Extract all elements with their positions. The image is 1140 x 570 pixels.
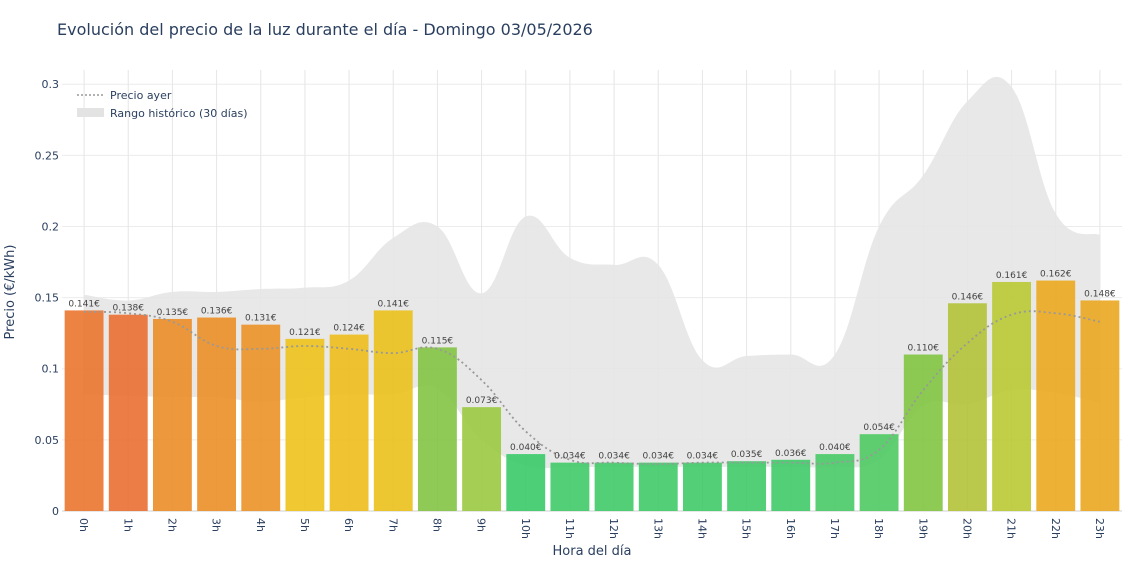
x-tick-label: 16h [784, 518, 797, 539]
y-axis-title: Precio (€/kWh) [3, 245, 18, 340]
price-bar-11h[interactable] [550, 462, 590, 511]
price-bar-18h[interactable] [859, 434, 899, 511]
price-bar-9h[interactable] [462, 407, 502, 511]
x-tick-label: 11h [563, 518, 576, 539]
x-tick-label: 13h [651, 518, 664, 539]
historic-range-area [84, 76, 1100, 469]
bar-value-label: 0.138€ [113, 304, 145, 314]
y-tick-label: 0.2 [42, 220, 60, 233]
axes: 0 0.05 0.1 0.15 0.2 0.25 0.3 0h 1h 2h 3h 4h 5h 6h 7h 8h… [35, 78, 1106, 539]
x-tick-label: 7h [386, 518, 399, 532]
bar-value-label: 0.136€ [201, 307, 233, 317]
bar-value-label: 0.040€ [819, 443, 851, 453]
price-bar-3h[interactable] [197, 317, 237, 511]
bar-value-label: 0.034€ [643, 452, 675, 462]
x-tick-label: 0h [77, 518, 90, 532]
bar-value-label: 0.141€ [378, 299, 410, 309]
price-bar-8h[interactable] [417, 347, 457, 511]
bar-value-label: 0.035€ [731, 450, 763, 460]
price-bar-6h[interactable] [329, 334, 369, 511]
x-tick-label: 2h [165, 518, 178, 532]
y-tick-label: 0.3 [42, 78, 60, 91]
price-bar-1h[interactable] [108, 314, 148, 511]
price-bar-20h[interactable] [947, 303, 987, 511]
bar-value-label: 0.040€ [510, 443, 542, 453]
bar-value-label: 0.141€ [68, 299, 100, 309]
x-tick-label: 22h [1049, 518, 1062, 539]
x-tick-label: 6h [342, 518, 355, 532]
price-bar-7h[interactable] [373, 310, 413, 511]
bar-value-label: 0.054€ [863, 423, 895, 433]
price-bar-17h[interactable] [815, 454, 855, 511]
bar-value-label: 0.034€ [554, 452, 586, 462]
price-bar-23h[interactable] [1080, 300, 1120, 511]
bar-value-label: 0.162€ [1040, 270, 1072, 280]
x-tick-label: 21h [1005, 518, 1018, 539]
bar-value-label: 0.110€ [908, 344, 940, 354]
bar-value-label: 0.034€ [598, 452, 630, 462]
price-bar-2h[interactable] [152, 318, 192, 511]
x-tick-label: 4h [254, 518, 267, 532]
price-bar-13h[interactable] [638, 462, 678, 511]
x-tick-label: 17h [828, 518, 841, 539]
bar-value-labels: 0.141€ 0.138€ 0.135€ 0.136€ 0.131€ 0.121€ 0.12… [68, 270, 1116, 462]
x-tick-label: 9h [475, 518, 488, 532]
x-tick-label: 23h [1093, 518, 1106, 539]
x-tick-label: 10h [519, 518, 532, 539]
chart-title: Evolución del precio de la luz durante e… [57, 20, 593, 39]
y-tick-label: 0.25 [35, 149, 60, 162]
bar-value-label: 0.073€ [466, 396, 498, 406]
bar-value-label: 0.115€ [422, 336, 454, 346]
x-tick-label: 14h [695, 518, 708, 539]
y-tick-label: 0 [52, 505, 59, 518]
x-tick-label: 3h [210, 518, 223, 532]
historic-range-band [84, 76, 1100, 469]
price-bar-0h[interactable] [64, 310, 104, 511]
x-tick-label: 1h [121, 518, 134, 532]
x-tick-label: 19h [916, 518, 929, 539]
price-bar-16h[interactable] [771, 459, 811, 511]
legend-band-swatch-icon [77, 108, 104, 117]
x-tick-label: 8h [430, 518, 443, 532]
price-bar-4h[interactable] [241, 324, 281, 511]
legend-precio-ayer[interactable]: Precio ayer [110, 89, 172, 102]
x-tick-label: 12h [607, 518, 620, 539]
price-bar-19h[interactable] [903, 354, 943, 511]
price-bar-10h[interactable] [506, 454, 546, 511]
bar-value-label: 0.121€ [289, 328, 321, 338]
price-bars [64, 280, 1120, 511]
price-bar-14h[interactable] [682, 462, 722, 511]
bar-value-label: 0.135€ [157, 308, 189, 318]
x-tick-label: 5h [298, 518, 311, 532]
price-bar-21h[interactable] [992, 281, 1032, 511]
bar-value-label: 0.161€ [996, 271, 1028, 281]
legend-rango-historico[interactable]: Rango histórico (30 días) [110, 107, 248, 120]
x-tick-label: 20h [960, 518, 973, 539]
bar-value-label: 0.148€ [1084, 289, 1116, 299]
bar-value-label: 0.036€ [775, 449, 807, 459]
price-bar-12h[interactable] [594, 462, 634, 511]
x-axis-title: Hora del día [553, 544, 632, 559]
y-tick-label: 0.15 [35, 292, 60, 305]
legend[interactable]: Precio ayer Rango histórico (30 días) [77, 89, 248, 120]
price-bar-5h[interactable] [285, 338, 325, 511]
bar-value-label: 0.146€ [952, 292, 984, 302]
bar-value-label: 0.124€ [333, 324, 365, 334]
x-tick-label: 15h [740, 518, 753, 539]
y-tick-label: 0.05 [35, 434, 60, 447]
bar-value-label: 0.131€ [245, 314, 277, 324]
price-bar-22h[interactable] [1036, 280, 1076, 511]
bar-value-label: 0.034€ [687, 452, 719, 462]
price-bar-15h[interactable] [727, 461, 767, 511]
y-tick-label: 0.1 [42, 363, 60, 376]
x-tick-label: 18h [872, 518, 885, 539]
